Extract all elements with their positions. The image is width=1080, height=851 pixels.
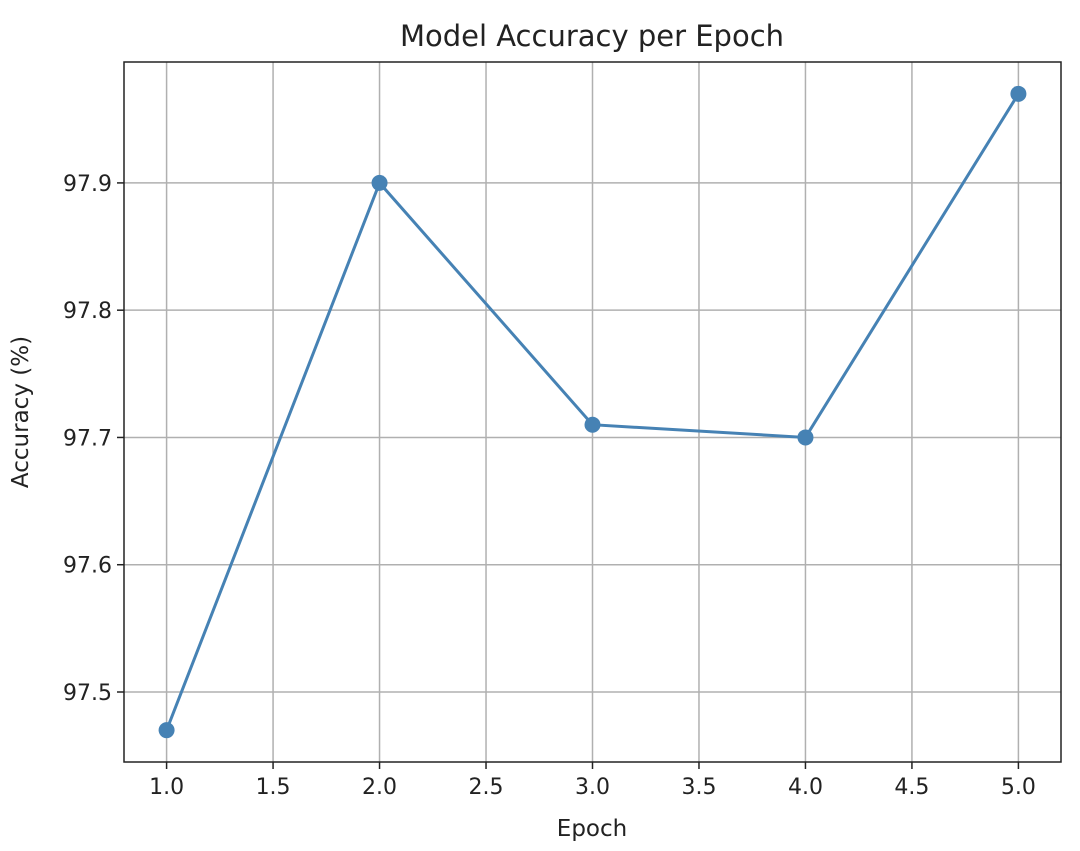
plot-frame	[123, 61, 1062, 763]
x-tick-label: 1.0	[149, 775, 184, 800]
y-tick-label: 97.8	[63, 299, 112, 324]
data-point	[584, 416, 601, 433]
x-tick-label: 3.5	[681, 775, 716, 800]
x-tick-label: 2.0	[362, 775, 397, 800]
x-tick-label: 2.5	[469, 775, 504, 800]
x-tick-label: 5.0	[1001, 775, 1036, 800]
data-point	[371, 174, 388, 191]
y-tick-label: 97.5	[63, 681, 112, 706]
data-point	[158, 722, 175, 739]
chart-title: Model Accuracy per Epoch	[400, 19, 784, 53]
x-tick-label: 1.5	[256, 775, 291, 800]
x-tick-label: 3.0	[575, 775, 610, 800]
data-point	[1010, 85, 1027, 102]
y-tick-label: 97.9	[63, 172, 112, 197]
x-axis-label: Epoch	[557, 816, 627, 842]
y-tick-label: 97.7	[63, 426, 112, 451]
y-tick-label: 97.6	[63, 554, 112, 579]
x-tick-label: 4.5	[894, 775, 929, 800]
data-point	[797, 429, 814, 446]
x-tick-label: 4.0	[788, 775, 823, 800]
y-axis-label: Accuracy (%)	[8, 336, 34, 488]
